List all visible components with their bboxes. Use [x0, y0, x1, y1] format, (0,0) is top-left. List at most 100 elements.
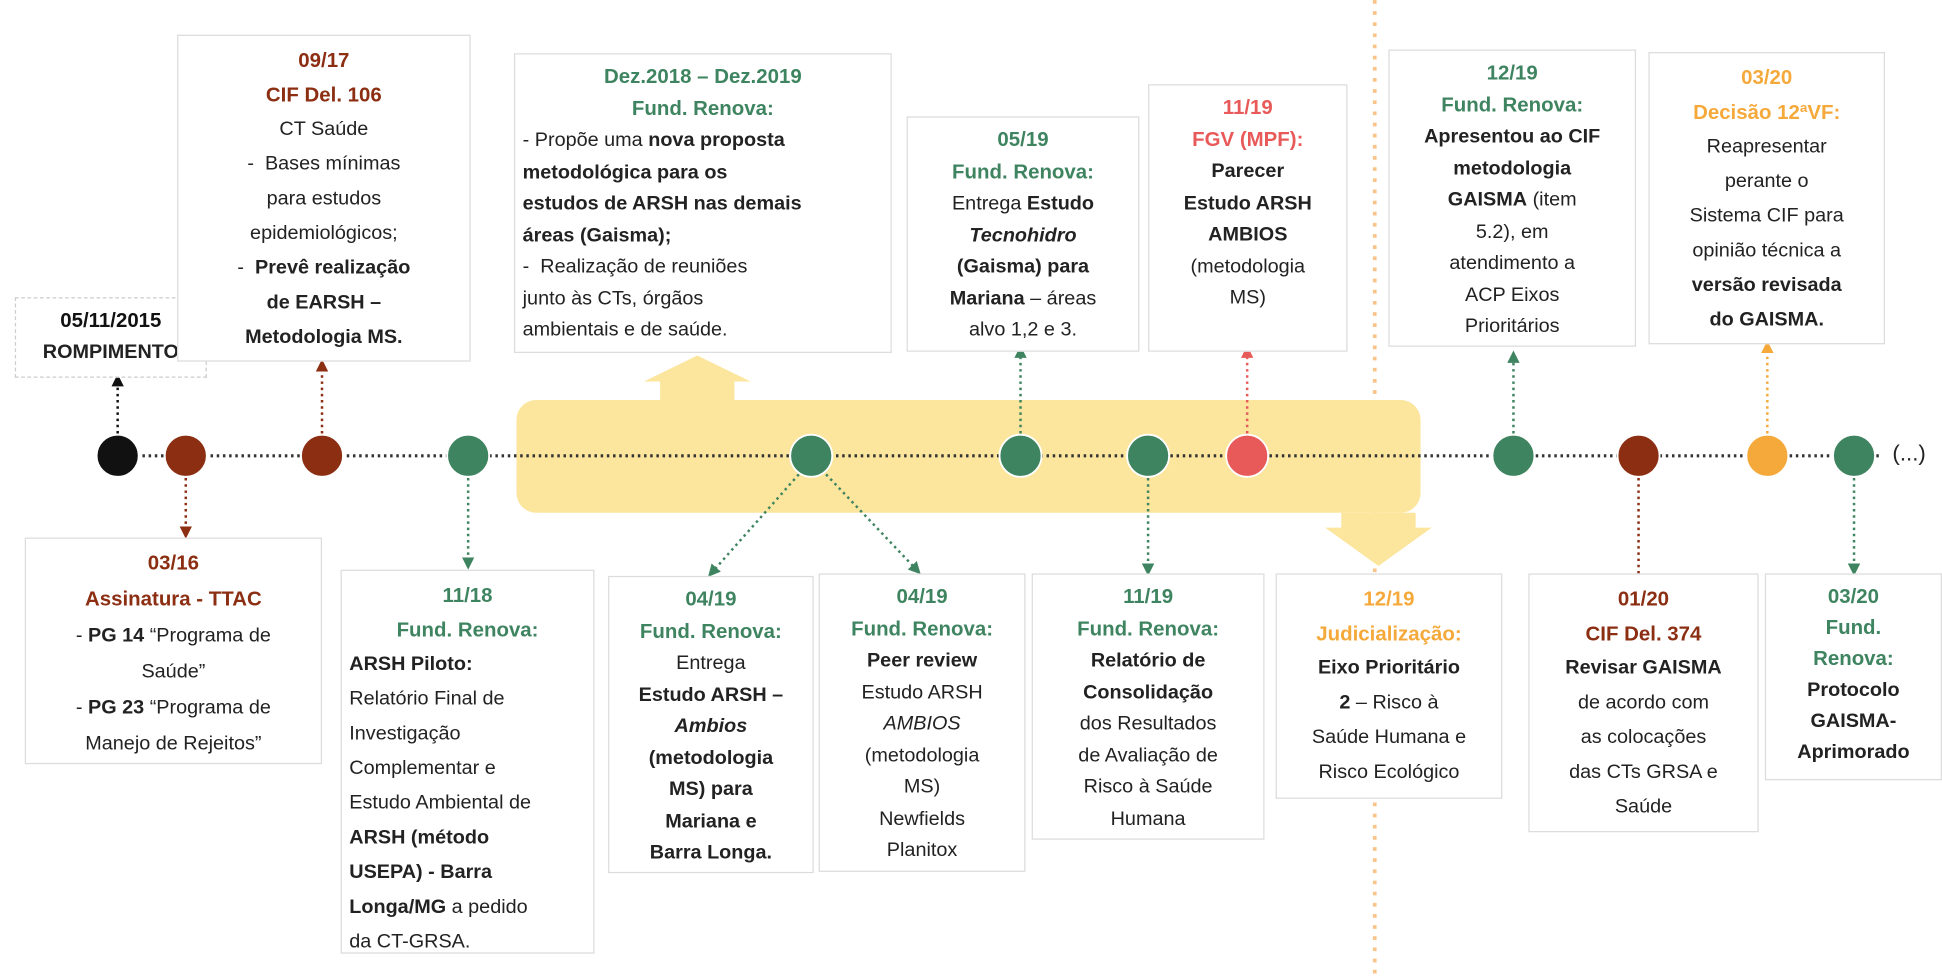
event-text-line: (metodologia	[820, 740, 1024, 772]
event-text-line: Peer review	[820, 645, 1024, 677]
event-org: Fund. Renova:	[396, 619, 539, 642]
text-segment: da CT-GRSA.	[349, 931, 471, 953]
event-org: Fund. Renova:	[631, 97, 774, 120]
event-box: 03/20 Decisão 12ªVF: Reapresentar perante o…	[1648, 52, 1885, 345]
text-segment: junto às CTs, órgãos	[522, 287, 704, 310]
event-org: Fund. Renova:	[952, 160, 1094, 183]
event-text-line: Saúde	[1530, 790, 1758, 825]
text-segment: alvo 1,2 e 3.	[969, 319, 1077, 341]
event-text-line: Saúde Humana e	[1277, 721, 1501, 756]
event-box: 05/11/2015 ROMPIMENTO	[14, 297, 207, 378]
text-segment: Relatório Final de	[349, 688, 505, 710]
text-segment: MS)	[903, 776, 941, 798]
text-segment: Humana	[1110, 808, 1186, 830]
event-text-line: de Avaliação de	[1033, 740, 1263, 772]
event-text-line: (Gaisma) para	[908, 251, 1138, 283]
text-segment: -	[75, 697, 89, 719]
text-segment: ARSH (método	[349, 827, 490, 849]
event-text-line: Aprimorado	[1766, 737, 1941, 768]
text-segment: Complementar e	[349, 757, 496, 780]
text-segment: Apresentou ao CIF	[1424, 126, 1601, 148]
event-text-line: alvo 1,2 e 3.	[908, 315, 1138, 347]
event-text-line: (metodologia	[609, 742, 812, 774]
text-segment: “Programa de	[144, 625, 271, 647]
event-org: Fund. Renova:	[1077, 617, 1220, 640]
event-text-line: 2 – Risco à	[1277, 686, 1501, 721]
text-segment: Estudo ARSH	[861, 681, 983, 703]
text-segment: Risco Ecológico	[1318, 761, 1460, 783]
event-text-line: CT Saúde	[178, 113, 469, 148]
event-org: CIF Del. 374	[1585, 622, 1702, 646]
text-segment: Tecnohidro	[969, 224, 1077, 246]
text-segment: PG 14	[88, 625, 145, 647]
event-dot	[163, 433, 208, 478]
text-segment: nova proposta	[648, 130, 785, 152]
text-segment: AMBIOS	[883, 713, 961, 735]
event-text-line: Estudo ARSH	[820, 677, 1024, 709]
text-segment: para estudos	[266, 188, 382, 210]
event-box: 04/19 Fund. Renova: Entrega Estudo ARSH – Am…	[608, 575, 814, 874]
event-date: 01/20	[1617, 588, 1670, 611]
event-text-line: Saúde”	[26, 654, 321, 690]
text-segment: - Bases mínimas	[247, 153, 401, 175]
text-segment: Consolidação	[1083, 681, 1214, 703]
text-segment: ARSH Piloto:	[349, 653, 473, 675]
event-text-line: Consolidação	[1033, 677, 1263, 709]
text-segment: de EARSH –	[266, 292, 382, 314]
event-dot	[95, 433, 140, 478]
event-text-line: Complementar e	[342, 752, 593, 787]
event-text-line: metodologia	[1390, 153, 1635, 185]
event-org: CIF Del. 106	[265, 84, 382, 107]
text-segment: Sistema CIF para	[1689, 205, 1844, 227]
event-text-line: Risco à Saúde	[1033, 772, 1263, 804]
event-text-line: Reapresentar	[1650, 130, 1884, 165]
event-text-line: ambientais e de saúde.	[515, 315, 890, 347]
event-text-line: ACP Eixos	[1390, 279, 1635, 311]
event-text-line: metodológica para os	[515, 157, 890, 189]
event-date: 11/19	[1123, 585, 1174, 609]
event-dot	[789, 433, 834, 478]
text-segment: (item	[1527, 189, 1577, 211]
event-text-line: Relatório Final de	[342, 682, 593, 717]
event-text-line: Revisar GAISMA	[1530, 651, 1758, 686]
event-dot	[1616, 433, 1661, 478]
event-text-line: AMBIOS	[820, 708, 1024, 740]
event-text-line: Estudo ARSH –	[609, 679, 812, 711]
event-text-line: das CTs GRSA e	[1530, 755, 1758, 790]
text-segment: Reapresentar	[1706, 136, 1827, 158]
text-segment: das CTs GRSA e	[1569, 761, 1718, 783]
text-segment: (metodologia	[864, 744, 980, 767]
text-segment: Aprimorado	[1797, 741, 1910, 763]
event-dot	[1832, 433, 1877, 478]
text-segment: Relatório de	[1090, 650, 1206, 672]
text-segment: epidemiológicos;	[250, 222, 398, 244]
event-text-line: versão revisada	[1650, 269, 1884, 304]
event-box: 05/19 Fund. Renova: Entrega Estudo Tecnohid…	[906, 116, 1140, 352]
text-segment: Mariana e	[665, 810, 757, 832]
event-text-line: - Prevê realização	[178, 251, 469, 286]
text-segment: ACP Eixos	[1465, 284, 1560, 306]
event-text-line: Ambios	[609, 711, 812, 743]
event-org: Judicialização:	[1316, 622, 1462, 646]
text-segment: (metodologia	[1190, 255, 1306, 277]
text-segment: PG 23	[88, 697, 145, 719]
event-date: 11/19	[1222, 96, 1273, 119]
event-text-line: MS) para	[609, 774, 812, 806]
event-text-line: Prioritários	[1390, 311, 1635, 343]
text-segment: – Risco à	[1350, 692, 1439, 714]
event-dot	[300, 433, 344, 478]
event-box: 12/19 Fund. Renova: Apresentou ao CIF metod…	[1388, 49, 1637, 347]
text-segment: Eixo Prioritário	[1317, 657, 1460, 679]
event-text-line: opinião técnica a	[1650, 234, 1884, 269]
event-date: 03/20	[1827, 585, 1879, 609]
event-text-line: Planitox	[820, 835, 1024, 867]
text-segment: atendimento a	[1449, 252, 1576, 274]
event-box: 03/16 Assinatura - TTAC - PG 14 “Programa …	[24, 537, 323, 765]
event-text-line: GAISMA (item	[1390, 185, 1635, 217]
event-text-line: de acordo com	[1530, 686, 1758, 721]
event-text-line: Eixo Prioritário	[1277, 651, 1501, 686]
text-segment: Parecer	[1211, 161, 1285, 183]
event-box: 12/19 Judicialização: Eixo Prioritário 2 – …	[1275, 573, 1503, 799]
